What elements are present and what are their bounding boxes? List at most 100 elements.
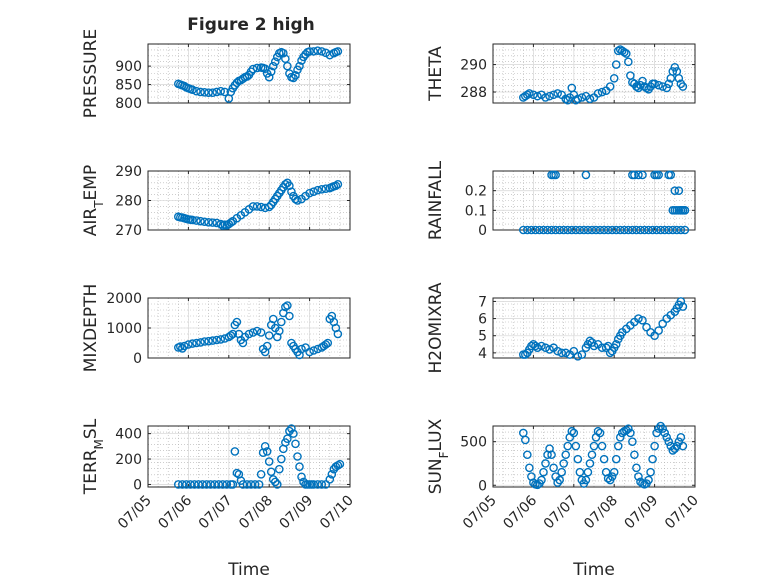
data-point xyxy=(297,344,306,354)
data-point xyxy=(597,87,607,97)
y-tick-label: 4 xyxy=(478,346,487,362)
data-point xyxy=(244,329,254,339)
subplot-grid: 800 850 900 PRESSURE 288 290 THETA 270 280 290 AIR… xyxy=(81,29,702,580)
data-point xyxy=(589,341,599,351)
data-point xyxy=(587,450,597,460)
data-point xyxy=(200,217,209,227)
data-point xyxy=(198,480,207,489)
data-point xyxy=(611,339,621,349)
y-tick-label: 0 xyxy=(133,351,142,367)
data-point xyxy=(551,170,560,180)
data-point xyxy=(256,202,266,212)
data-point xyxy=(533,343,542,353)
data-point xyxy=(335,459,345,469)
y-tick-label: 0.2 xyxy=(465,184,487,200)
data-point xyxy=(260,442,270,451)
data-point xyxy=(577,93,587,102)
data-point xyxy=(188,85,197,95)
data-point xyxy=(216,86,226,96)
y-tick-label: 7 xyxy=(478,294,487,310)
data-point xyxy=(638,170,647,180)
y-tick-label: 0 xyxy=(133,477,142,493)
y-axis-label: TERRMSL xyxy=(81,418,106,495)
data-point xyxy=(541,93,550,102)
data-point xyxy=(634,314,643,323)
data-point xyxy=(277,454,286,464)
data-point xyxy=(611,225,621,235)
data-point xyxy=(281,179,290,189)
data-point xyxy=(333,47,343,56)
data-point xyxy=(650,331,659,341)
data-point xyxy=(291,194,300,204)
data-point xyxy=(192,86,201,96)
data-point xyxy=(595,225,605,235)
data-point xyxy=(238,480,248,489)
y-tick-label: 800 xyxy=(115,96,142,112)
data-point xyxy=(204,336,213,346)
data-point xyxy=(674,186,684,195)
data-point xyxy=(662,83,672,93)
data-point xyxy=(595,428,605,438)
data-point xyxy=(226,331,236,340)
data-point xyxy=(571,441,581,451)
data-point xyxy=(309,480,318,489)
x-axis-label: Time xyxy=(227,560,270,580)
data-point xyxy=(192,216,201,225)
data-point xyxy=(285,181,294,191)
x-tick-label: 07/08 xyxy=(581,493,621,533)
data-point xyxy=(553,346,562,356)
data-point xyxy=(599,225,609,235)
data-point xyxy=(295,61,304,71)
data-point xyxy=(632,225,641,235)
data-point xyxy=(563,441,573,451)
data-point xyxy=(188,339,197,348)
data-point xyxy=(597,441,607,451)
data-point xyxy=(266,467,276,477)
data-point xyxy=(214,480,223,489)
data-point xyxy=(523,225,532,235)
data-point xyxy=(678,441,688,451)
data-point xyxy=(567,426,577,436)
data-point xyxy=(262,447,272,456)
data-point xyxy=(533,91,542,101)
data-point xyxy=(531,341,540,351)
data-point xyxy=(196,87,205,97)
data-point xyxy=(636,225,645,235)
data-point xyxy=(291,439,300,449)
data-point xyxy=(660,225,670,235)
data-point xyxy=(270,477,280,487)
series-markers xyxy=(173,301,343,360)
data-point xyxy=(274,464,284,474)
data-point xyxy=(607,472,617,481)
data-point xyxy=(591,225,601,235)
data-point xyxy=(589,441,599,451)
data-point xyxy=(662,433,672,442)
data-point xyxy=(620,225,629,235)
y-tick-label: 5 xyxy=(478,329,487,345)
data-point xyxy=(571,225,581,235)
data-point xyxy=(317,184,327,194)
data-point xyxy=(575,467,585,477)
data-point xyxy=(327,469,337,479)
x-tick-label: 07/09 xyxy=(277,493,317,533)
data-point xyxy=(678,302,688,311)
data-point xyxy=(626,428,635,438)
data-point xyxy=(545,91,554,101)
data-point xyxy=(593,89,603,98)
data-point xyxy=(634,472,643,481)
x-tick-label: 07/05 xyxy=(460,493,500,533)
data-point xyxy=(603,225,613,235)
data-point xyxy=(173,480,183,489)
data-point xyxy=(321,184,331,193)
data-point xyxy=(630,450,639,460)
data-point xyxy=(305,347,314,357)
data-point xyxy=(615,225,625,235)
data-point xyxy=(218,480,228,489)
data-point xyxy=(313,46,322,55)
y-axis-label: PRESSURE xyxy=(81,29,101,118)
data-point xyxy=(277,317,286,327)
data-point xyxy=(559,459,569,468)
data-point xyxy=(658,424,667,433)
data-point xyxy=(581,170,591,180)
